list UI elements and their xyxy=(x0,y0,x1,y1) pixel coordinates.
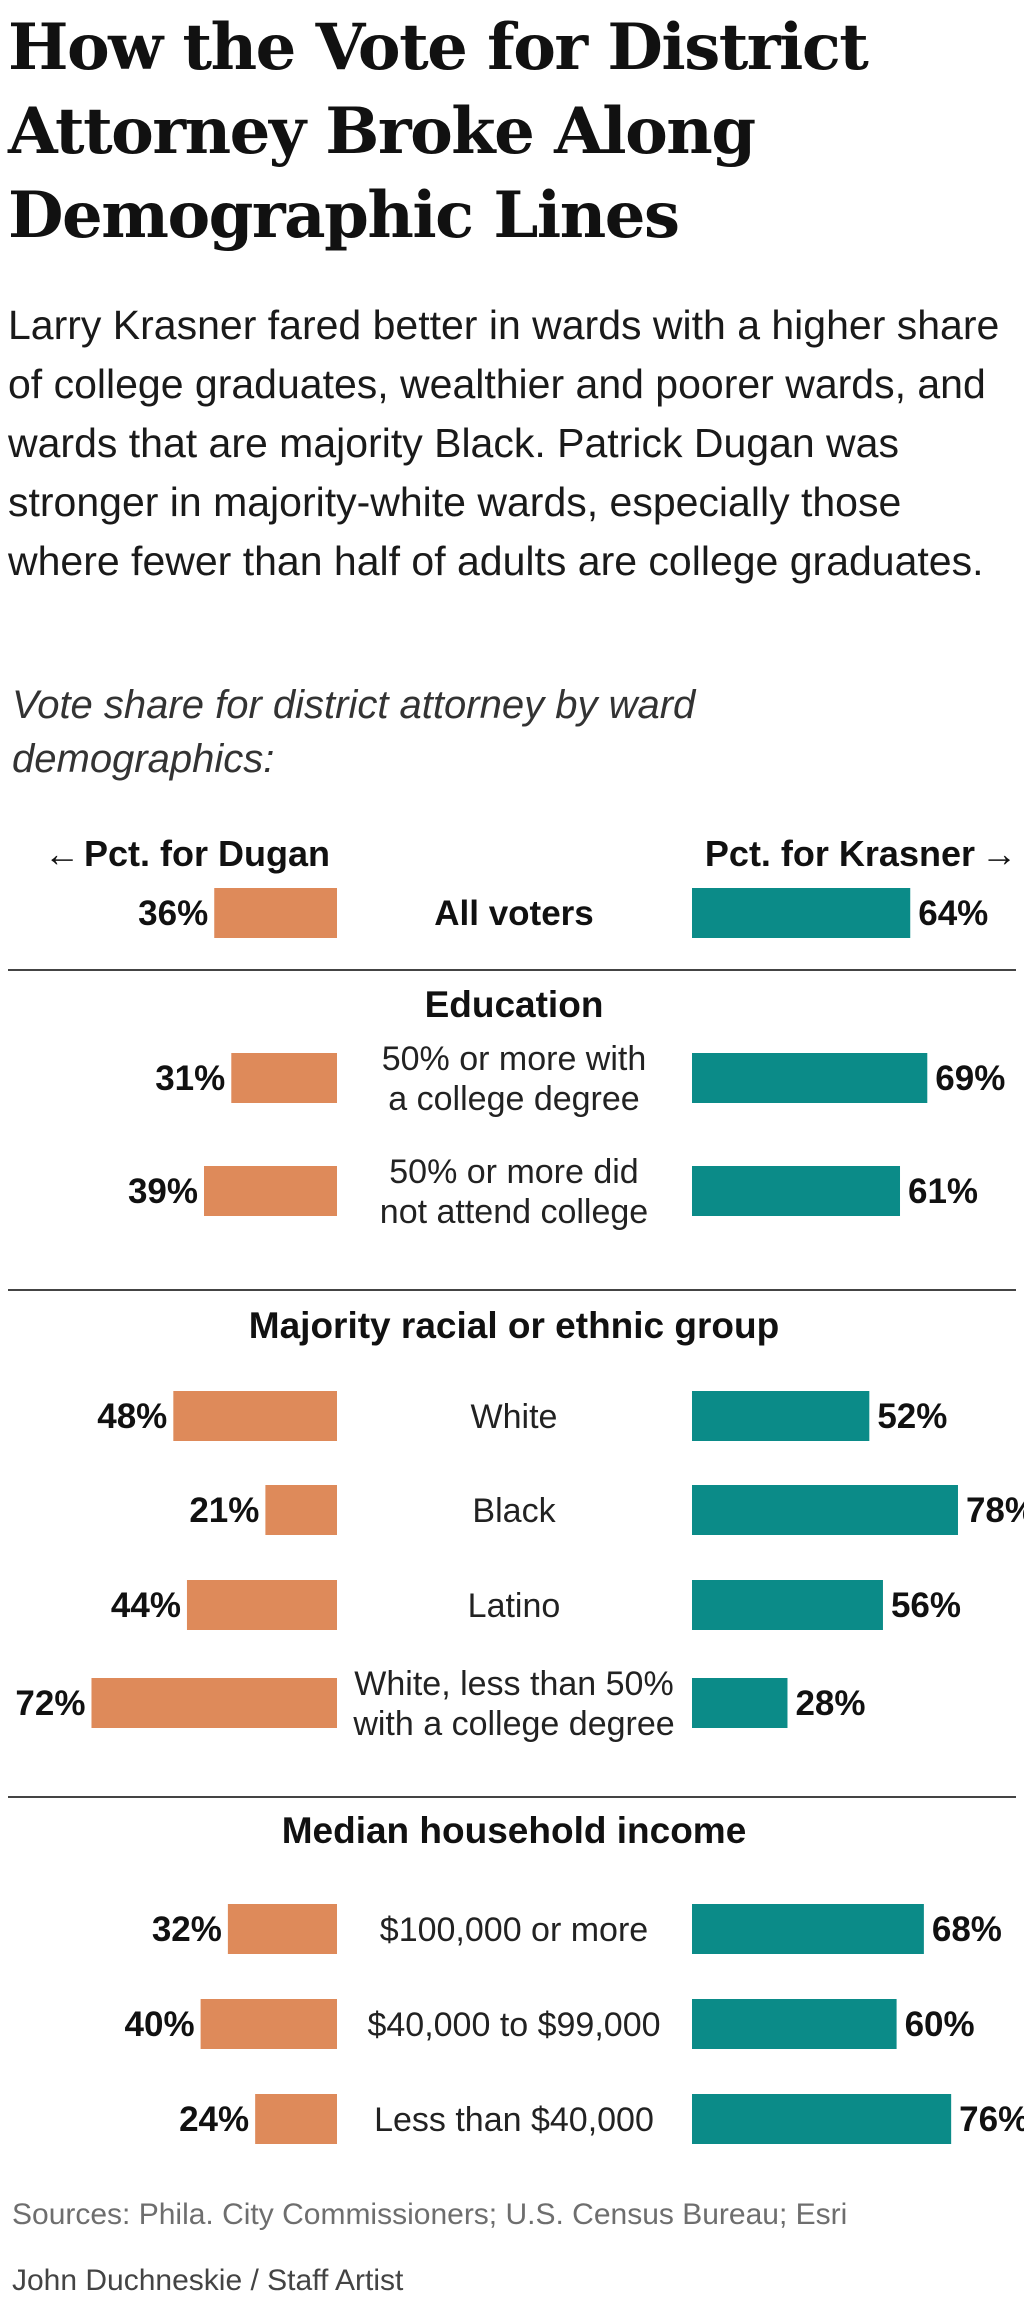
dugan-column-header: Pct. for Dugan xyxy=(84,833,330,874)
category-label: with a college degree xyxy=(352,1705,674,1743)
dugan-value-label: 72% xyxy=(15,1684,85,1723)
dugan-bar xyxy=(227,1904,337,1954)
krasner-bar xyxy=(692,1485,958,1535)
dugan-value-label: 40% xyxy=(125,2005,195,2044)
krasner-value-label: 68% xyxy=(932,1910,1002,1949)
category-label: $100,000 or more xyxy=(380,1911,648,1949)
krasner-bar xyxy=(692,1999,897,2049)
krasner-bar xyxy=(692,2094,952,2144)
chart-title: How the Vote for District Attorney Broke… xyxy=(8,10,869,253)
krasner-bar xyxy=(692,1580,883,1630)
category-label: White xyxy=(471,1398,558,1436)
krasner-value-label: 60% xyxy=(905,2005,975,2044)
dugan-value-label: 32% xyxy=(152,1910,222,1949)
section-header: Education xyxy=(425,984,604,1025)
category-label: White, less than 50% xyxy=(354,1665,673,1703)
dugan-bar xyxy=(255,2094,337,2144)
dugan-value-label: 44% xyxy=(111,1586,181,1625)
section-header: Majority racial or ethnic group xyxy=(249,1305,779,1346)
right-arrow-icon: → xyxy=(981,833,1017,874)
krasner-bar xyxy=(692,1053,928,1103)
krasner-bar xyxy=(692,1391,870,1441)
dugan-bar xyxy=(204,1166,337,1216)
category-label: Less than $40,000 xyxy=(374,2101,654,2139)
sources-note: Sources: Phila. City Commissioners; U.S.… xyxy=(12,2198,848,2231)
krasner-value-label: 78% xyxy=(966,1491,1024,1530)
dugan-bar xyxy=(173,1391,337,1441)
dugan-value-label: 39% xyxy=(128,1172,198,1211)
section-header: Median household income xyxy=(282,1810,747,1851)
category-label: Black xyxy=(472,1492,556,1530)
krasner-column-header: Pct. for Krasner xyxy=(705,833,975,874)
krasner-value-label: 69% xyxy=(935,1059,1005,1098)
category-label: $40,000 to $99,000 xyxy=(367,2006,660,2044)
category-label: 50% or more with xyxy=(382,1040,647,1078)
dugan-value-label: 24% xyxy=(179,2100,249,2139)
krasner-bar xyxy=(692,1904,924,1954)
left-arrow-icon: ← xyxy=(44,833,80,874)
artist-credit: John Duchneskie / Staff Artist xyxy=(12,2264,404,2297)
dugan-bar xyxy=(265,1485,337,1535)
krasner-value-label: 52% xyxy=(877,1397,947,1436)
krasner-bar xyxy=(692,1166,901,1216)
category-label: Latino xyxy=(468,1587,561,1625)
krasner-bar xyxy=(692,888,911,938)
dugan-value-label: 21% xyxy=(189,1491,259,1530)
chart-subtitle: Larry Krasner fared better in wards with… xyxy=(8,302,1000,584)
dugan-value-label: 31% xyxy=(155,1059,225,1098)
dugan-value-label: 48% xyxy=(97,1397,167,1436)
category-label: a college degree xyxy=(388,1080,639,1118)
krasner-value-label: 61% xyxy=(908,1172,978,1211)
category-label: 50% or more did xyxy=(389,1153,638,1191)
dugan-bar xyxy=(186,1580,337,1630)
category-label: not attend college xyxy=(380,1193,648,1231)
krasner-value-label: 28% xyxy=(795,1684,865,1723)
dugan-bar xyxy=(214,888,337,938)
dugan-value-label: 36% xyxy=(138,894,208,933)
krasner-bar xyxy=(692,1678,788,1728)
dugan-bar xyxy=(200,1999,337,2049)
krasner-value-label: 76% xyxy=(959,2100,1024,2139)
dugan-bar xyxy=(231,1053,337,1103)
krasner-value-label: 64% xyxy=(918,894,988,933)
krasner-value-label: 56% xyxy=(891,1586,961,1625)
chart-intro: Vote share for district attorney by ward… xyxy=(12,683,696,781)
category-label: All voters xyxy=(434,894,594,933)
dugan-bar xyxy=(91,1678,337,1728)
